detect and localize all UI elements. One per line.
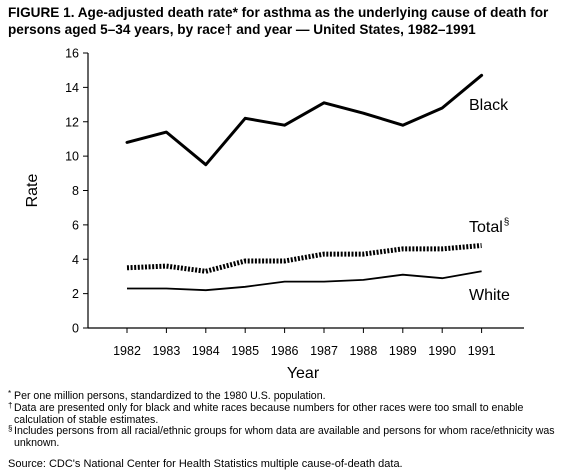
y-tick-label: 4 xyxy=(72,253,79,267)
y-tick-label: 12 xyxy=(65,115,79,129)
footnote-mark: † xyxy=(8,400,13,410)
footnote-text: Includes persons from all racial/ethnic … xyxy=(14,425,555,450)
y-tick-label: 6 xyxy=(72,218,79,232)
footnote-mark: * xyxy=(8,389,12,398)
x-tick-label: 1984 xyxy=(192,344,220,358)
footnotes: * Per one million persons, standardized t… xyxy=(8,389,568,450)
x-axis-label: Year xyxy=(287,365,320,382)
footnote-text: Per one million persons, standardized to… xyxy=(14,390,326,402)
x-tick-label: 1987 xyxy=(310,344,338,358)
x-tick-label: 1985 xyxy=(231,344,259,358)
footnote-text: Data are presented only for black and wh… xyxy=(14,401,524,426)
series-line-total xyxy=(126,243,482,274)
footnote-3: § Includes persons from all racial/ethnic… xyxy=(8,424,568,450)
x-tick-label: 1990 xyxy=(428,344,456,358)
y-tick-label: 0 xyxy=(72,322,79,336)
series-lines xyxy=(125,73,484,292)
y-tick-label: 16 xyxy=(65,47,79,61)
y-tick-label: 14 xyxy=(65,81,79,95)
y-tick-label: 2 xyxy=(72,287,79,301)
y-tick-label: 10 xyxy=(65,150,79,164)
series-label-black: Black xyxy=(469,97,509,114)
series-line-black xyxy=(125,73,484,167)
x-tick-label: 1983 xyxy=(152,344,180,358)
x-tick-label: 1988 xyxy=(349,344,377,358)
source-note: Source: CDC's National Center for Health… xyxy=(8,458,403,470)
x-tick-label: 1989 xyxy=(389,344,417,358)
y-axis-ticks: 0 2 4 6 8 10 12 14 16 xyxy=(65,47,88,336)
footnote-1: * Per one million persons, standardized t… xyxy=(8,389,568,403)
x-tick-label: 1986 xyxy=(271,344,299,358)
series-label-total: Total§ xyxy=(469,217,509,236)
footnote-mark: § xyxy=(8,424,13,434)
y-axis-label: Rate xyxy=(24,174,41,208)
figure-title: FIGURE 1. Age-adjusted death rate* for a… xyxy=(8,5,549,37)
x-tick-label: 1982 xyxy=(113,344,141,358)
series-labels: Black Total§ White xyxy=(469,97,510,304)
x-axis-ticks: 1982 1983 1984 1985 1986 1987 1988 1989 1990 1991 xyxy=(113,328,496,358)
series-line-white xyxy=(127,270,482,292)
series-label-white: White xyxy=(469,287,510,304)
footnote-2: † Data are presented only for black and w… xyxy=(8,400,568,427)
series-label-footnote-mark: § xyxy=(504,217,510,228)
x-tick-label: 1991 xyxy=(468,344,496,358)
y-tick-label: 8 xyxy=(72,184,79,198)
